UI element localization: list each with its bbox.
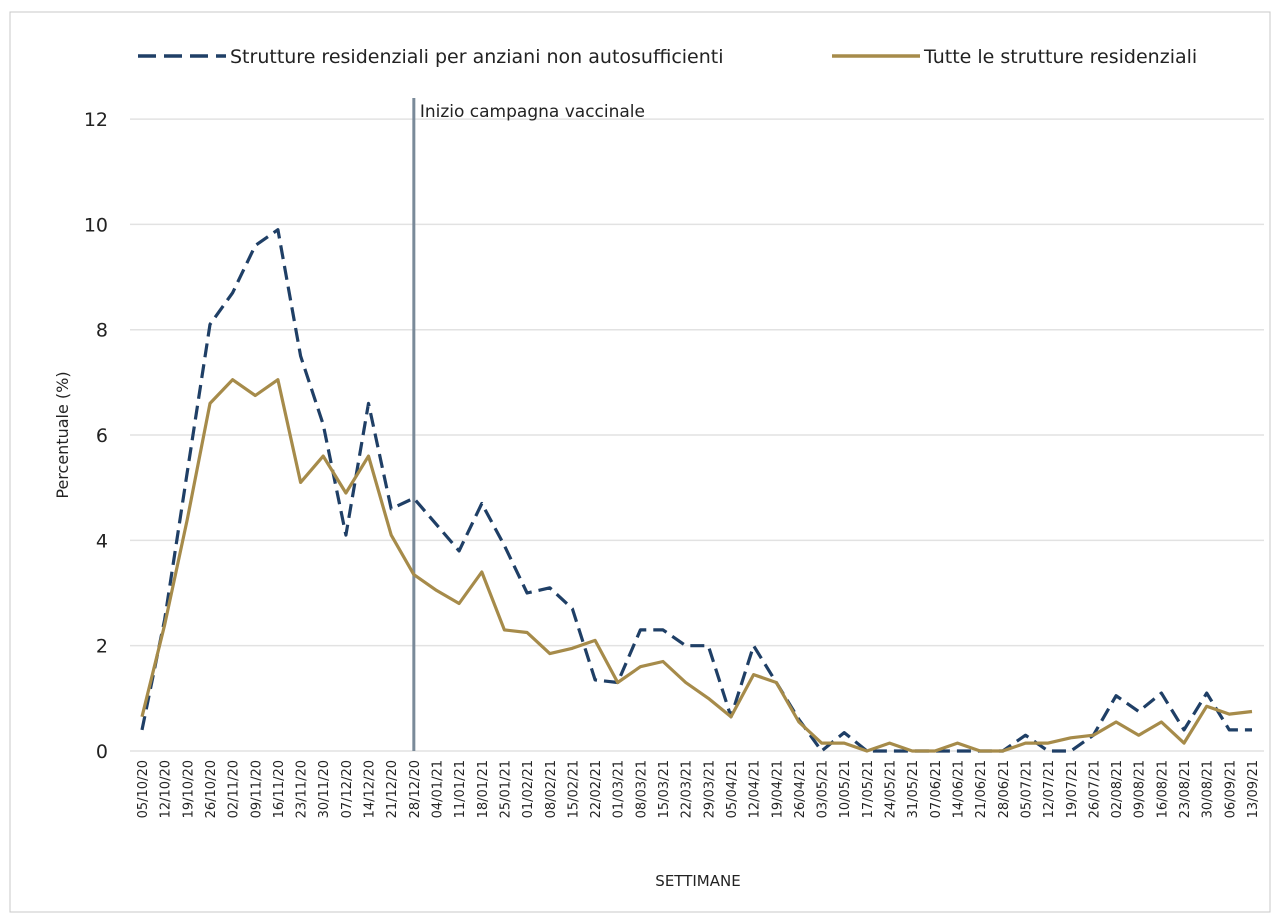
x-tick-label: 11/01/21 [453,760,468,818]
y-tick-label: 10 [84,214,108,236]
x-tick-label: 28/12/20 [408,760,423,818]
x-tick-label: 21/06/21 [974,760,989,818]
x-tick-label: 10/05/21 [838,760,853,818]
x-tick-label: 16/11/20 [272,760,287,818]
x-tick-label: 12/07/21 [1042,760,1057,818]
x-tick-label: 02/11/20 [227,760,242,818]
x-tick-label: 19/04/21 [770,760,785,818]
x-tick-label: 03/05/21 [816,760,831,818]
x-tick-label: 26/07/21 [1087,760,1102,818]
x-tick-label: 26/04/21 [793,760,808,818]
y-tick-label: 2 [96,636,108,658]
y-tick-label: 6 [96,425,108,447]
x-tick-label: 06/09/21 [1223,760,1238,818]
x-tick-label: 31/05/21 [906,760,921,818]
x-tick-label: 07/06/21 [929,760,944,818]
x-tick-label: 28/06/21 [997,760,1012,818]
x-tick-label: 22/03/21 [680,760,695,818]
y-tick-label: 12 [84,109,108,131]
y-tick-label: 0 [96,741,108,763]
x-tick-label: 30/08/21 [1201,760,1216,818]
x-tick-label: 16/08/21 [1155,760,1170,818]
y-tick-label: 8 [96,320,108,342]
series-line [140,378,1253,753]
y-tick-label: 4 [96,530,108,552]
x-tick-label: 19/07/21 [1065,760,1080,818]
legend-label: Strutture residenziali per anziani non a… [230,46,724,68]
series-line [140,228,1252,753]
x-tick-label: 02/08/21 [1110,760,1125,818]
legend-label: Tutte le strutture residenziali [923,46,1197,68]
x-tick-label: 23/08/21 [1178,760,1193,818]
x-tick-label: 08/02/21 [544,760,559,818]
x-tick-label: 24/05/21 [884,760,899,818]
x-tick-label: 08/03/21 [634,760,649,818]
x-tick-label: 07/12/20 [340,760,355,818]
x-tick-label: 04/01/21 [430,760,445,818]
frame [9,11,1271,913]
x-tick-label: 09/08/21 [1133,760,1148,818]
x-tick-label: 21/12/20 [385,760,400,818]
annotation-text: Inizio campagna vaccinale [420,102,645,122]
x-tick-label: 26/10/20 [204,760,219,818]
x-tick-label: 30/11/20 [317,760,332,818]
x-tick-label: 25/01/21 [498,760,513,818]
y-axis-label: Percentuale (%) [53,371,72,498]
x-tick-label: 09/11/20 [249,760,264,818]
x-tick-label: 05/10/20 [136,760,151,818]
x-tick-label: 01/03/21 [612,760,627,818]
x-tick-label: 19/10/20 [181,760,196,818]
x-tick-label: 14/06/21 [952,760,967,818]
x-tick-label: 05/04/21 [725,760,740,818]
x-axis-label: SETTIMANE [655,872,740,890]
x-tick-label: 13/09/21 [1246,760,1261,818]
x-tick-label: 15/02/21 [566,760,581,818]
x-tick-label: 29/03/21 [702,760,717,818]
x-tick-label: 22/02/21 [589,760,604,818]
x-tick-label: 17/05/21 [861,760,876,818]
x-tick-label: 12/10/20 [159,760,174,818]
x-tick-label: 23/11/20 [295,760,310,818]
x-tick-label: 15/03/21 [657,760,672,818]
x-tick-label: 12/04/21 [748,760,763,818]
x-tick-label: 05/07/21 [1019,760,1034,818]
x-tick-label: 01/02/21 [521,760,536,818]
x-tick-label: 18/01/21 [476,760,491,818]
x-tick-label: 14/12/20 [363,760,378,818]
